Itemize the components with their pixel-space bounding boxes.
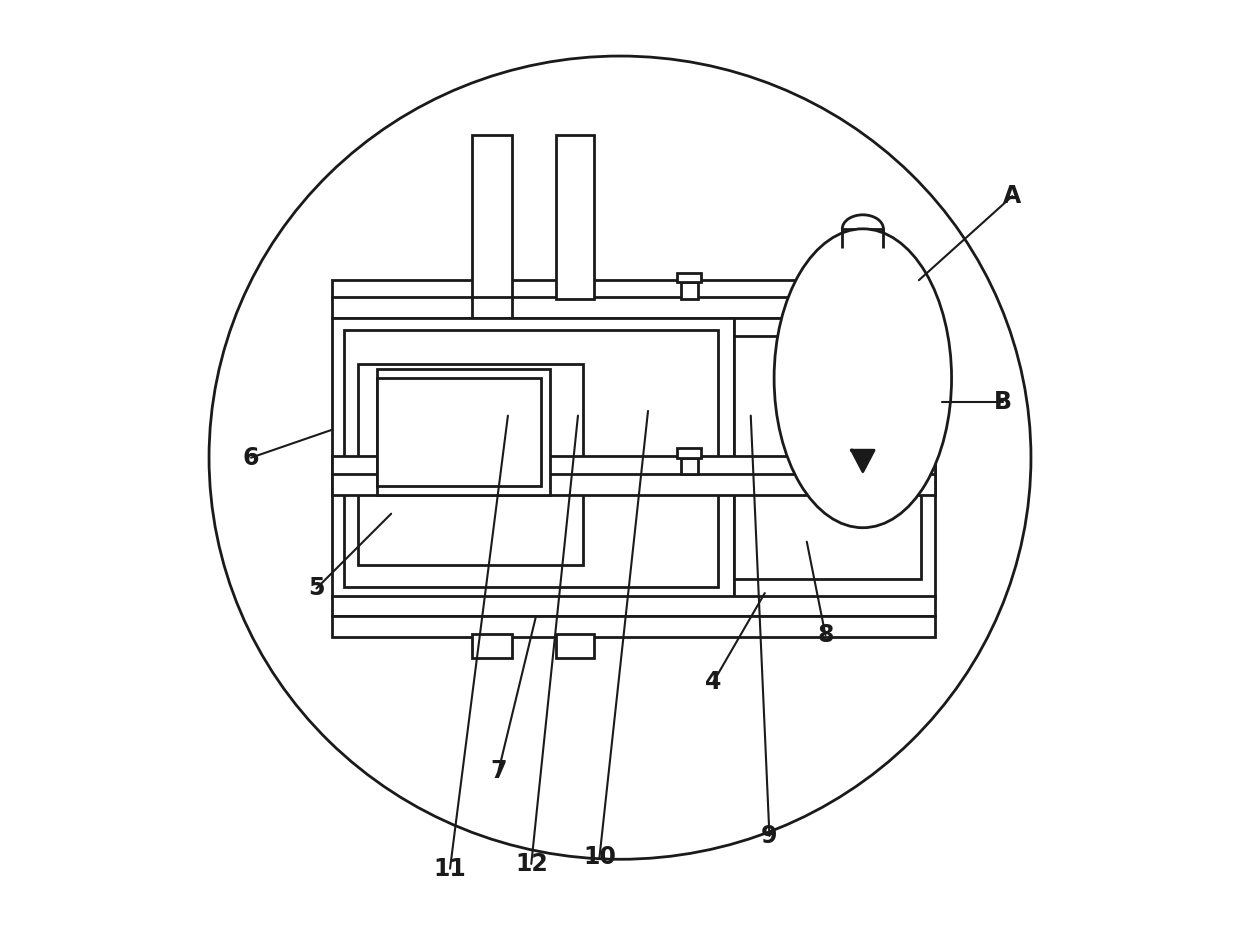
- Bar: [677, 273, 702, 282]
- Text: 12: 12: [515, 852, 548, 876]
- Text: B: B: [994, 389, 1012, 414]
- Bar: [332, 280, 916, 299]
- Text: 6: 6: [243, 446, 259, 470]
- Bar: [345, 330, 718, 587]
- Bar: [332, 297, 916, 318]
- Bar: [868, 349, 875, 357]
- Text: 5: 5: [309, 576, 325, 601]
- Bar: [830, 248, 895, 262]
- Bar: [377, 378, 541, 486]
- Ellipse shape: [774, 229, 951, 528]
- Bar: [842, 229, 883, 248]
- Bar: [832, 316, 894, 327]
- Bar: [681, 458, 698, 474]
- Text: 8: 8: [817, 623, 833, 647]
- Text: A: A: [1003, 184, 1022, 208]
- Bar: [472, 634, 512, 658]
- Bar: [332, 474, 935, 495]
- Bar: [332, 616, 935, 637]
- Bar: [472, 297, 512, 318]
- Bar: [332, 318, 734, 598]
- Bar: [832, 439, 894, 450]
- Bar: [332, 596, 935, 616]
- Bar: [734, 336, 921, 579]
- Bar: [852, 349, 859, 357]
- Bar: [557, 135, 594, 299]
- Text: 10: 10: [583, 845, 616, 870]
- Bar: [852, 262, 874, 318]
- Ellipse shape: [210, 56, 1030, 859]
- Polygon shape: [852, 450, 874, 472]
- Bar: [681, 282, 698, 299]
- Bar: [358, 364, 583, 565]
- Bar: [852, 381, 874, 439]
- Text: 11: 11: [434, 856, 466, 881]
- Text: 9: 9: [761, 824, 777, 848]
- Bar: [377, 369, 551, 495]
- Bar: [734, 318, 935, 598]
- Bar: [677, 448, 702, 458]
- Bar: [472, 135, 512, 299]
- Bar: [557, 634, 594, 658]
- Bar: [332, 456, 935, 476]
- Text: 7: 7: [490, 758, 507, 783]
- Text: 4: 4: [706, 670, 722, 694]
- Bar: [852, 325, 874, 383]
